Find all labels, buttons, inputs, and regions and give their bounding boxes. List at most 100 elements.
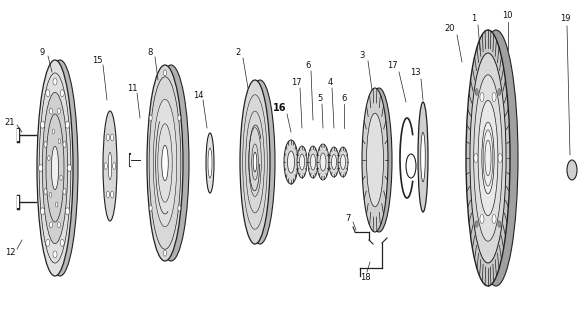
Ellipse shape (40, 121, 44, 128)
Text: 1: 1 (471, 13, 477, 22)
Ellipse shape (147, 65, 183, 261)
Text: 9: 9 (39, 47, 44, 57)
Ellipse shape (340, 155, 346, 170)
Ellipse shape (46, 239, 50, 246)
Ellipse shape (108, 152, 112, 180)
Ellipse shape (253, 152, 257, 172)
Ellipse shape (498, 88, 501, 95)
Ellipse shape (466, 30, 510, 286)
Ellipse shape (40, 208, 44, 215)
Ellipse shape (338, 147, 348, 177)
Ellipse shape (60, 175, 62, 180)
Text: 6: 6 (305, 60, 311, 69)
Ellipse shape (39, 164, 43, 172)
Ellipse shape (153, 65, 189, 261)
Ellipse shape (44, 188, 47, 195)
Text: 6: 6 (341, 93, 347, 102)
Text: 12: 12 (5, 247, 15, 257)
Ellipse shape (42, 60, 78, 276)
Ellipse shape (478, 100, 498, 216)
Ellipse shape (65, 121, 69, 128)
Ellipse shape (67, 164, 71, 172)
Ellipse shape (308, 146, 318, 178)
Ellipse shape (320, 153, 326, 171)
Ellipse shape (297, 146, 307, 178)
Ellipse shape (103, 111, 117, 221)
Ellipse shape (50, 108, 53, 114)
Ellipse shape (474, 154, 478, 163)
Ellipse shape (245, 80, 275, 244)
Text: 13: 13 (410, 68, 420, 76)
Ellipse shape (63, 188, 66, 195)
Ellipse shape (474, 30, 518, 286)
Ellipse shape (475, 88, 478, 95)
Ellipse shape (208, 148, 212, 178)
Ellipse shape (50, 222, 53, 228)
Ellipse shape (55, 202, 58, 207)
Text: 17: 17 (387, 60, 397, 69)
Ellipse shape (366, 88, 392, 232)
Ellipse shape (240, 80, 270, 244)
Ellipse shape (53, 78, 57, 85)
Text: 4: 4 (328, 77, 333, 86)
Text: 16: 16 (273, 103, 287, 113)
Ellipse shape (49, 192, 52, 197)
Ellipse shape (178, 115, 181, 121)
Ellipse shape (65, 208, 69, 215)
Ellipse shape (492, 214, 496, 223)
Ellipse shape (567, 160, 577, 180)
Text: 20: 20 (445, 23, 456, 33)
Text: 17: 17 (291, 77, 301, 86)
Ellipse shape (317, 144, 329, 180)
Ellipse shape (57, 108, 60, 114)
Ellipse shape (482, 122, 494, 194)
Ellipse shape (57, 222, 60, 228)
Ellipse shape (110, 191, 114, 198)
Ellipse shape (44, 141, 47, 148)
Ellipse shape (300, 154, 304, 170)
Ellipse shape (206, 133, 214, 193)
Text: 11: 11 (127, 84, 137, 92)
Ellipse shape (418, 102, 428, 212)
Ellipse shape (63, 141, 66, 148)
Text: 7: 7 (345, 213, 350, 222)
Ellipse shape (53, 251, 57, 258)
Ellipse shape (110, 134, 114, 141)
Ellipse shape (178, 205, 181, 211)
Ellipse shape (362, 88, 388, 232)
Ellipse shape (43, 92, 68, 244)
Text: 18: 18 (360, 274, 370, 283)
Text: 15: 15 (92, 55, 102, 65)
Ellipse shape (149, 115, 152, 121)
Ellipse shape (51, 147, 58, 189)
Ellipse shape (48, 156, 50, 161)
Ellipse shape (46, 90, 50, 97)
Ellipse shape (58, 139, 61, 144)
Ellipse shape (287, 151, 294, 173)
Ellipse shape (113, 163, 116, 170)
Ellipse shape (162, 145, 168, 180)
Ellipse shape (164, 250, 166, 256)
Ellipse shape (480, 214, 484, 223)
Text: 14: 14 (193, 91, 203, 100)
Ellipse shape (60, 239, 64, 246)
Ellipse shape (284, 140, 298, 184)
Ellipse shape (153, 99, 177, 227)
Ellipse shape (106, 191, 109, 198)
Ellipse shape (60, 90, 64, 97)
Ellipse shape (311, 154, 315, 170)
Text: 19: 19 (559, 13, 570, 22)
Text: 3: 3 (359, 51, 364, 60)
Ellipse shape (470, 53, 506, 263)
Ellipse shape (498, 154, 502, 163)
Ellipse shape (105, 163, 107, 170)
Text: 5: 5 (317, 93, 322, 102)
Ellipse shape (52, 129, 54, 134)
Text: 8: 8 (147, 47, 152, 57)
Ellipse shape (474, 75, 502, 241)
Ellipse shape (498, 220, 501, 228)
Ellipse shape (164, 70, 166, 76)
Ellipse shape (480, 92, 484, 101)
Text: 21: 21 (5, 117, 15, 126)
Ellipse shape (420, 132, 425, 182)
